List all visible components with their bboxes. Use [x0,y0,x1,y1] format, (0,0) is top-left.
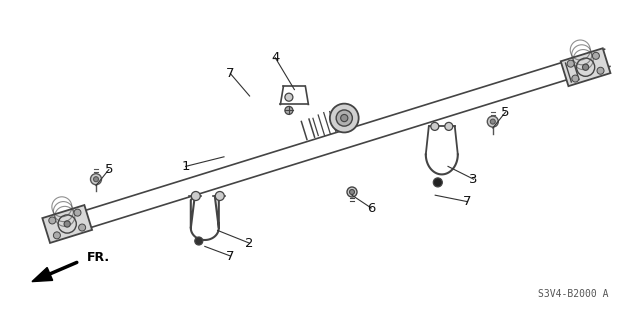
Circle shape [582,64,589,70]
Circle shape [215,191,224,201]
Text: 2: 2 [245,237,254,250]
Circle shape [572,75,579,82]
Text: 1: 1 [181,160,190,173]
Circle shape [487,116,499,127]
Circle shape [340,115,348,122]
Circle shape [431,123,439,131]
Circle shape [79,224,86,231]
Circle shape [191,191,200,201]
Text: 7: 7 [226,67,235,80]
Text: 5: 5 [501,106,510,118]
Polygon shape [32,268,52,282]
Circle shape [433,178,442,187]
Circle shape [195,237,203,245]
Circle shape [567,60,574,67]
Text: 7: 7 [226,250,235,262]
Polygon shape [42,205,92,243]
Circle shape [90,174,102,185]
Circle shape [445,123,453,131]
Circle shape [330,104,358,132]
Circle shape [74,209,81,216]
Text: 3: 3 [469,173,478,186]
Text: 4: 4 [271,51,280,64]
Circle shape [336,110,353,126]
Circle shape [285,93,293,101]
Circle shape [285,106,293,115]
Circle shape [49,217,56,224]
Circle shape [490,119,495,124]
Text: 7: 7 [463,195,472,208]
Circle shape [347,187,357,197]
Circle shape [53,232,60,239]
Text: 5: 5 [104,163,113,176]
Circle shape [349,189,355,195]
Text: S3V4-B2000 A: S3V4-B2000 A [538,289,608,300]
Polygon shape [561,48,611,86]
Circle shape [597,67,604,74]
Text: FR.: FR. [87,251,110,264]
Circle shape [593,52,600,59]
Circle shape [93,177,99,182]
Circle shape [64,221,70,227]
Text: 6: 6 [367,202,376,214]
